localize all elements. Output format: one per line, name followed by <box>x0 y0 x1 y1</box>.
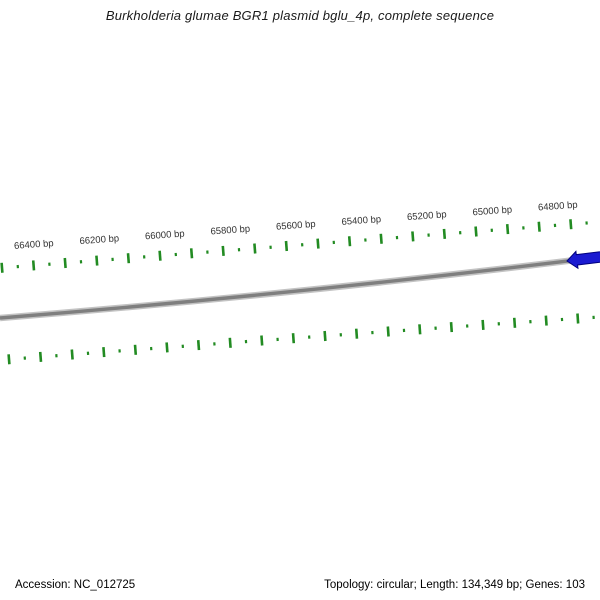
ruler-tick-lower <box>449 322 454 333</box>
ruler-tick-lower <box>418 324 422 335</box>
ruler-tick-lower <box>434 326 437 330</box>
ruler-tick-upper <box>253 243 257 254</box>
ruler-tick-upper <box>490 228 494 232</box>
ruler-tick-lower <box>118 349 121 353</box>
ruler-tick-upper <box>158 250 162 261</box>
ruler-tick-lower <box>560 317 564 322</box>
ruler-tick-lower <box>544 315 548 326</box>
ruler-tick-lower <box>307 335 311 339</box>
ruler-tick-lower <box>165 342 169 353</box>
ruler-tick-lower <box>386 326 390 337</box>
ruler-tick-lower <box>260 335 264 346</box>
ruler-tick-lower <box>512 317 517 328</box>
ruler-tick-upper <box>364 238 367 242</box>
ruler-label: 65200 bp <box>407 209 447 223</box>
ruler-tick-lower <box>276 337 279 342</box>
ruler-tick-upper <box>411 231 415 242</box>
ruler-tick-upper <box>269 245 272 249</box>
ruler-tick-upper <box>95 255 99 266</box>
gene-feature-arrow[interactable] <box>566 247 600 270</box>
ruler-tick-upper <box>316 238 320 249</box>
status-bar: Accession: NC_012725 Topology: circular;… <box>15 579 585 591</box>
ruler-tick-lower <box>576 313 580 324</box>
ruler-tick-upper <box>395 235 399 240</box>
ruler-tick-upper <box>0 262 4 273</box>
ruler-tick-upper <box>126 253 131 264</box>
ruler-tick-lower <box>213 342 216 346</box>
ruler-tick-upper <box>111 257 114 262</box>
ruler-tick-upper <box>474 226 478 237</box>
ruler-tick-upper <box>442 228 447 239</box>
ruler-tick-upper <box>332 240 336 245</box>
ruler-tick-lower <box>23 356 27 360</box>
topology-length-genes-status: Topology: circular; Length: 134,349 bp; … <box>324 579 585 591</box>
ruler-tick-upper <box>379 233 383 244</box>
ruler-tick-lower <box>7 354 11 365</box>
ruler-tick-upper <box>537 221 541 232</box>
ruler-tick-lower <box>354 328 359 339</box>
ruler-label: 65400 bp <box>341 214 381 228</box>
ruler-tick-upper <box>189 248 194 259</box>
accession-status: Accession: NC_012725 <box>15 579 136 591</box>
ruler-tick-lower <box>196 340 201 351</box>
ruler-label: 65000 bp <box>472 204 512 218</box>
ruler-tick-upper <box>221 245 225 256</box>
ruler-tick-upper <box>63 257 67 269</box>
ruler-tick-lower <box>38 351 43 362</box>
ruler-tick-upper <box>300 243 304 247</box>
ruler-tick-lower <box>70 349 74 360</box>
ruler-tick-upper <box>16 264 20 269</box>
ruler-tick-upper <box>522 226 525 230</box>
sequence-title: Burkholderia glumae BGR1 plasmid bglu_4p… <box>105 8 495 23</box>
ruler-tick-lower <box>133 344 138 355</box>
ruler-tick-upper <box>237 248 241 252</box>
ruler-tick-upper <box>458 231 462 235</box>
ruler-tick-lower <box>339 333 343 337</box>
ruler-tick-lower <box>149 346 153 351</box>
ruler-tick-upper <box>142 255 146 259</box>
ruler-tick-lower <box>55 354 58 358</box>
ruler-tick-lower <box>497 322 501 326</box>
ruler-tick-lower <box>181 344 185 348</box>
ruler-tick-lower <box>102 347 106 358</box>
ruler-tick-upper <box>427 233 430 237</box>
ruler-tick-upper <box>31 260 36 271</box>
ruler-label: 66200 bp <box>79 233 119 247</box>
ruler-tick-upper <box>553 223 557 228</box>
ruler-tick-lower <box>465 324 469 328</box>
ruler-tick-lower <box>481 319 485 330</box>
ruler-tick-lower <box>529 320 532 324</box>
ruler-tick-lower <box>86 351 90 355</box>
ruler-tick-upper <box>585 221 588 225</box>
ruler-tick-upper <box>48 262 51 266</box>
ruler-label: 64800 bp <box>538 200 578 214</box>
ruler-label: 65600 bp <box>276 219 316 233</box>
ruler-tick-upper <box>284 240 289 252</box>
ruler-tick-lower <box>402 328 406 333</box>
ruler-tick-lower <box>291 333 296 344</box>
ruler-tick-upper <box>174 252 178 257</box>
ruler-label: 66000 bp <box>145 228 185 242</box>
ruler-tick-lower <box>244 339 248 344</box>
ruler-label: 65800 bp <box>210 224 250 238</box>
ruler-tick-upper <box>79 260 83 264</box>
backbone-arc <box>0 255 600 320</box>
ruler-label: 66400 bp <box>14 238 54 252</box>
ruler-tick-lower <box>323 330 327 342</box>
ruler-tick-lower <box>592 315 595 320</box>
ruler-tick-upper <box>206 250 209 254</box>
ruler-tick-upper <box>347 236 352 247</box>
ruler-tick-lower <box>228 337 232 348</box>
ruler-tick-upper <box>505 224 510 235</box>
ruler-tick-upper <box>569 219 573 230</box>
ruler-tick-lower <box>371 330 374 335</box>
